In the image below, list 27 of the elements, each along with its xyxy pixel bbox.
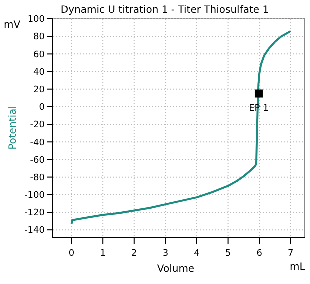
x-tick-label: 5	[225, 249, 232, 259]
y-tick-label: 40	[34, 68, 46, 78]
text: mV	[4, 20, 21, 31]
y-tick-label: -40	[30, 138, 46, 148]
y-tick-label: 20	[34, 86, 46, 96]
x-tick-label: 2	[132, 249, 138, 259]
x-tick-label: 0	[68, 249, 75, 259]
text: mL	[290, 262, 306, 273]
line-series	[70, 30, 292, 225]
x-tick-label: 4	[194, 249, 200, 259]
y-tick-label: 100	[28, 15, 46, 26]
y-tick-label: 80	[34, 32, 46, 43]
y-tick-label: -20	[30, 120, 46, 131]
x-tick-label: 3	[162, 249, 169, 259]
y-tick-label: 60	[34, 50, 46, 60]
y-tick-label: -100	[24, 191, 46, 202]
x-axis-title: Volume	[157, 264, 195, 275]
y-tick-label: -60	[30, 156, 46, 166]
x-tick-label: 6	[256, 249, 263, 259]
x-tick-label: 7	[288, 249, 294, 259]
x-tick-label: 1	[100, 249, 106, 259]
y-tick-label: 0	[39, 103, 46, 114]
y-tick-label: -140	[24, 226, 46, 236]
y-tick-label: -120	[24, 208, 46, 219]
y-axis-title: Potential	[8, 106, 19, 150]
chart-title: Dynamic U titration 1 - Titer Thiosulfate 1	[60, 5, 270, 16]
y-tick-label: -80	[30, 173, 46, 184]
